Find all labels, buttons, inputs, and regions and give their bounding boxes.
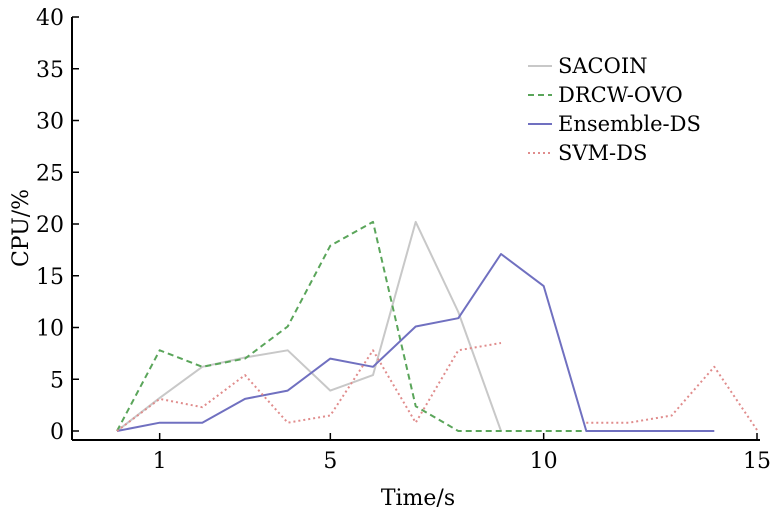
y-tick-label: 5 bbox=[50, 368, 64, 393]
x-tick-label: 1 bbox=[153, 449, 167, 474]
legend-label-ensemble-ds: Ensemble-DS bbox=[558, 112, 701, 136]
y-tick-label: 35 bbox=[36, 58, 64, 83]
series-line-sacoin bbox=[116, 220, 502, 432]
series-line-svm-ds bbox=[586, 365, 758, 431]
y-tick-label: 20 bbox=[36, 213, 64, 238]
legend-label-svm-ds: SVM-DS bbox=[558, 141, 647, 165]
x-tick-label: 15 bbox=[743, 449, 771, 474]
legend-label-sacoin: SACOIN bbox=[558, 54, 648, 78]
legend: SACOIN DRCW-OVO Ensemble-DS SVM-DS bbox=[528, 54, 701, 165]
series-line-svm-ds bbox=[116, 342, 502, 432]
y-tick-label: 15 bbox=[36, 265, 64, 290]
y-axis-title: CPU/% bbox=[9, 189, 34, 267]
y-tick-label: 40 bbox=[36, 6, 64, 31]
y-tick-label: 0 bbox=[50, 420, 64, 445]
plot-lines bbox=[116, 220, 758, 432]
x-tick-label: 10 bbox=[530, 449, 558, 474]
series-line-ensemble-ds bbox=[116, 253, 715, 432]
y-tick-label: 30 bbox=[36, 110, 64, 135]
y-tick-label: 10 bbox=[36, 317, 64, 342]
x-tick-label: 5 bbox=[323, 449, 337, 474]
series-line-drcw-ovo bbox=[116, 220, 715, 432]
y-tick-label: 25 bbox=[36, 161, 64, 186]
legend-label-drcw-ovo: DRCW-OVO bbox=[558, 83, 683, 107]
x-axis-title: Time/s bbox=[381, 486, 455, 511]
